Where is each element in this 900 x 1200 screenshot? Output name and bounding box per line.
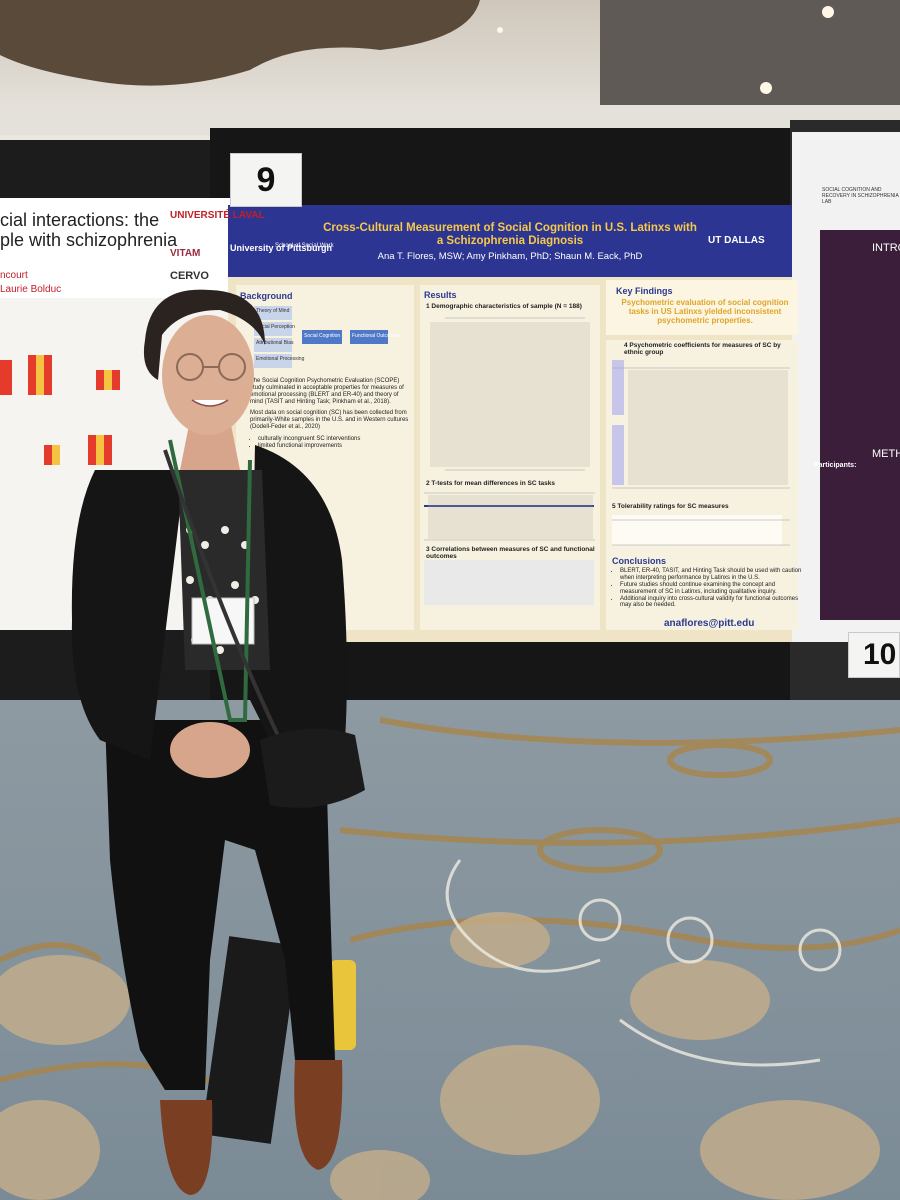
carpet-blobs [0,912,880,1200]
ceiling-light [760,82,772,94]
body-text: Most data on social cognition (SC) has b… [250,410,409,430]
poster-authors: Ana T. Flores, MSW; Amy Pinkham, PhD; Sh… [377,251,643,262]
diagram-node: Theory of Mind [256,308,290,314]
section-heading: METH [872,448,900,460]
table-title: 3 Correlations between measures of SC an… [426,546,595,561]
bullet-list: BLERT, ER-40, TASIT, and Hinting Task sh… [612,568,806,609]
poster-title: Cross-Cultural Measurement of Social Cog… [323,222,697,248]
table-rules [424,317,790,546]
bullet-list: culturally incongruent SC interventions … [250,436,418,450]
logo-text: UT DALLAS [708,235,765,246]
poster-authors: Laurie Bolduc [0,284,62,295]
board-number: 9 [230,153,302,207]
diagram-node: Social Perception [256,324,295,330]
section-heading: Results [424,290,457,300]
section-heading: Participants: [814,462,857,469]
logo-text: VITAM [170,248,201,259]
table-title: 5 Tolerability ratings for SC measures [612,503,729,510]
bullet: limited functional improvements [258,443,418,450]
poster-title: ple with schizophrenia [0,230,178,250]
right-poster-panel [820,230,900,620]
center-poster-header [228,205,806,277]
poster-authors: ncourt [0,270,28,281]
left-poster-charts [0,355,120,465]
diagram-node: Attributional Bias [256,340,294,346]
bullet: BLERT, ER-40, TASIT, and Hinting Task sh… [620,568,806,582]
logo-text: School of Social Work [275,243,334,249]
lab-name: SOCIAL COGNITION AND RECOVERY IN SCHIZOP… [822,187,899,205]
key-finding: Psychometric evaluation of social cognit… [621,298,789,326]
bullet: Additional inquiry into cross-cultural v… [620,596,806,610]
ceiling-shadow [600,0,900,110]
left-poster-header [0,198,235,298]
table-title: 2 T-tests for mean differences in SC tas… [426,480,555,487]
bullet: Future studies should continue examining… [620,582,806,596]
ceiling-lamp [0,0,480,86]
poster-title: cial interactions: the [0,210,160,230]
body-text: The Social Cognition Psychometric Evalua… [250,378,404,405]
bullet: culturally incongruent SC interventions [258,436,418,443]
section-heading: Key Findings [616,286,673,296]
section-heading: INTRO [872,242,900,254]
logo-text: UNIVERSITÉ LAVAL [170,210,265,221]
logo-text: University of Pittsburgh [230,243,333,253]
ceiling-light [497,27,503,33]
diagram-node: Functional Outcomes [352,333,400,339]
section-heading: Conclusions [612,556,667,566]
ceiling-light [822,6,834,18]
table-title: 1 Demographic characteristics of sample … [426,303,582,310]
section-heading: Background [240,291,293,301]
contact-email: anaflores@pitt.edu [664,618,755,629]
logo-text: CERVO [170,270,209,282]
diagram-node: Social Cognition [304,333,341,339]
table-title: 4 Psychometric coefficients for measures… [624,342,781,357]
diagram-node: Emotional Processing [256,356,305,362]
table-rows [428,322,788,539]
board-number: 10 [848,632,900,678]
carpet-curls [445,859,842,1067]
